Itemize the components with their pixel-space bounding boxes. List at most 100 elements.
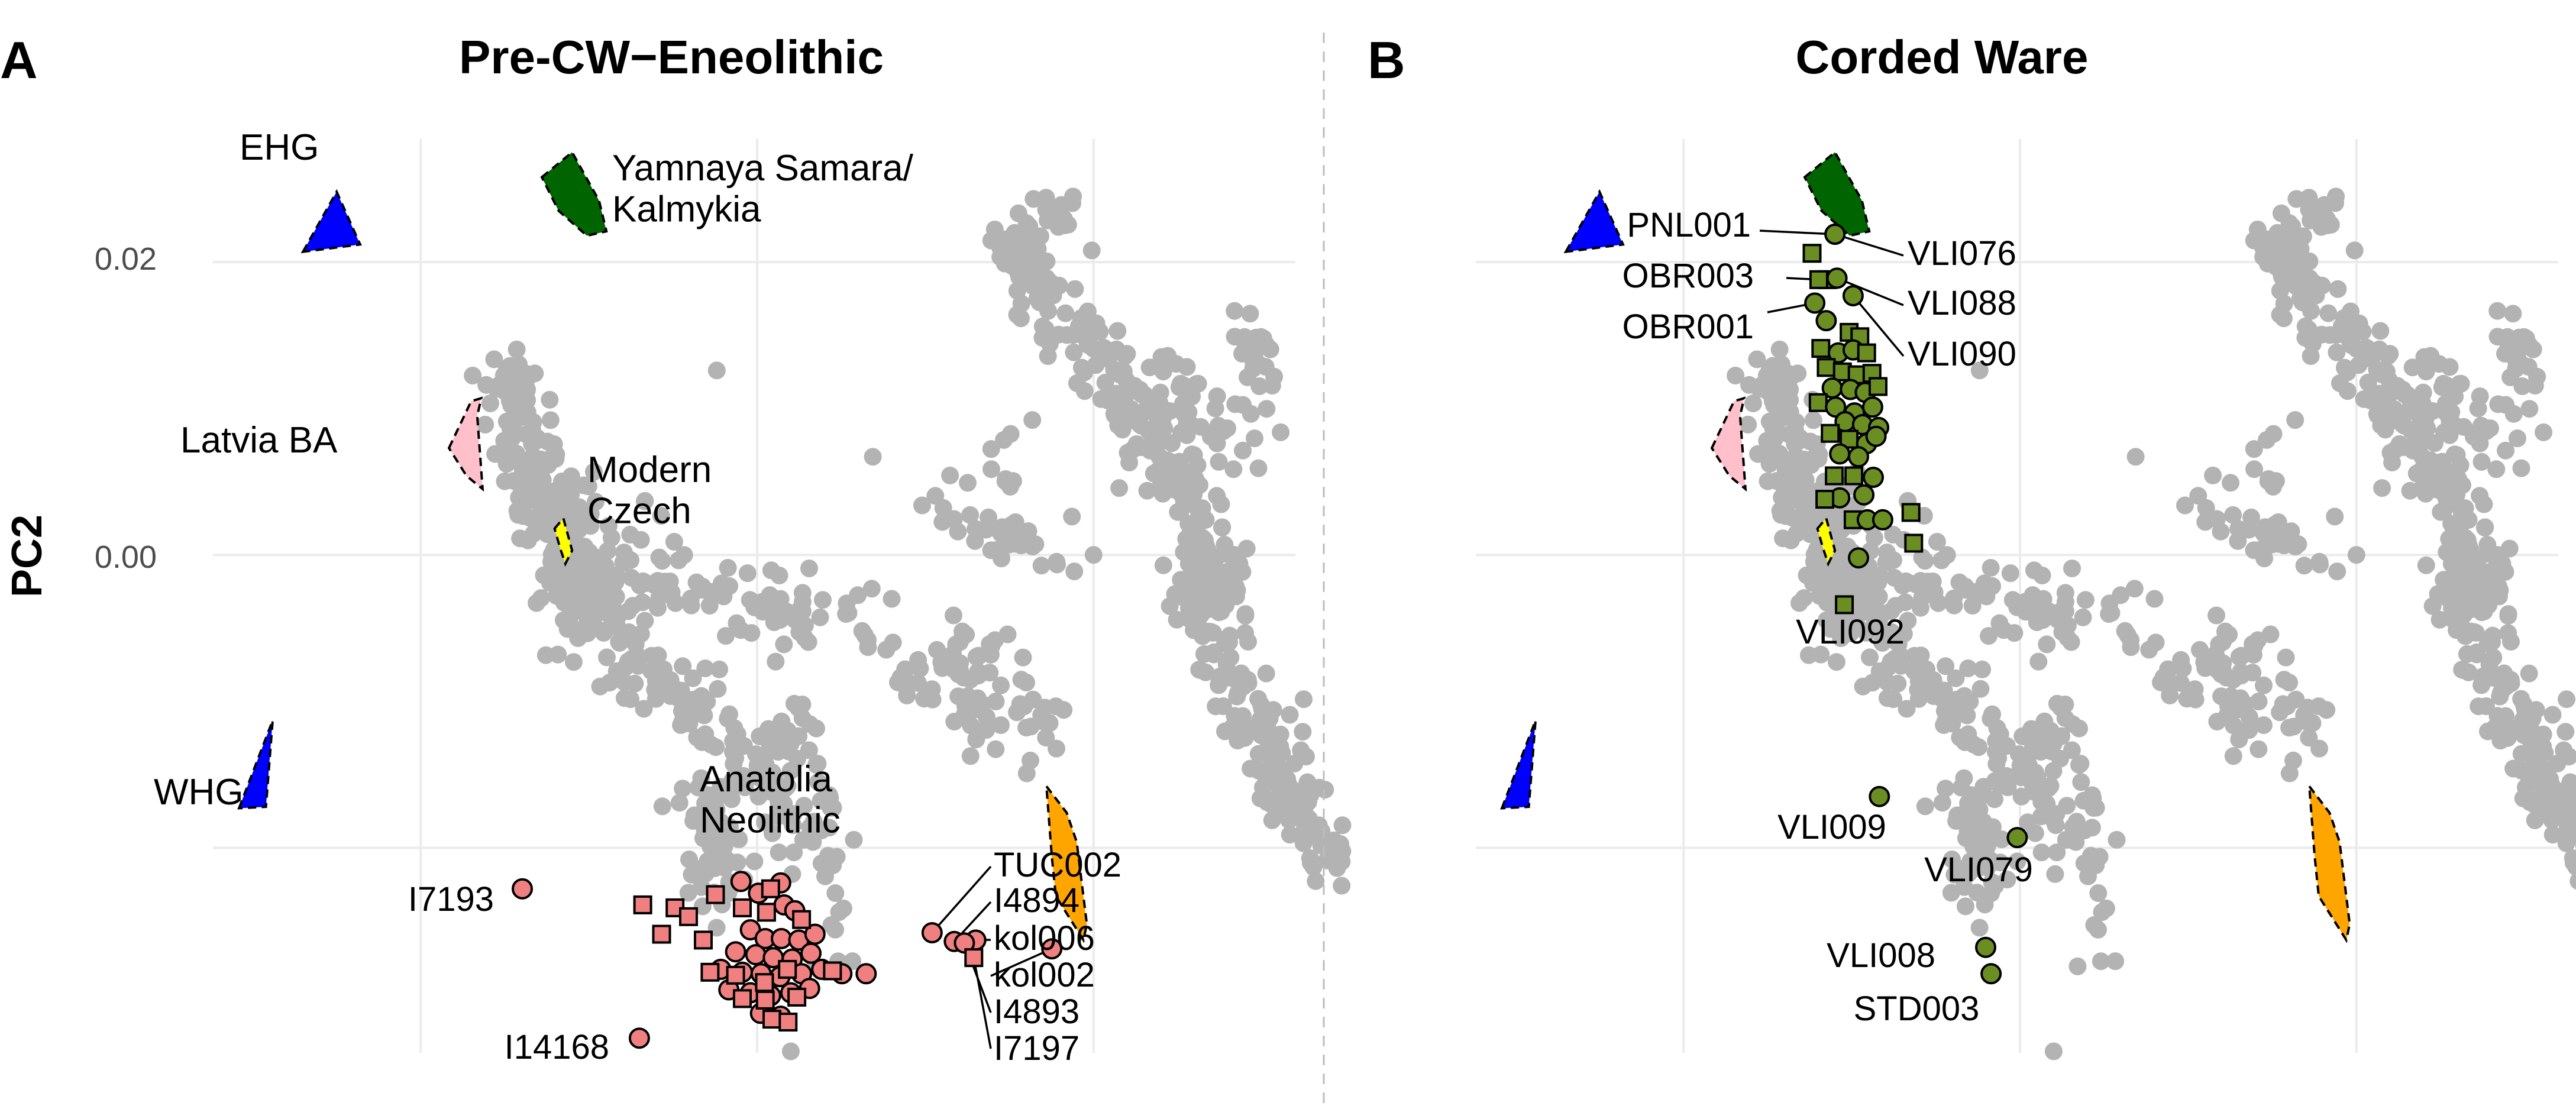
panel-a-reference-point <box>1258 400 1275 418</box>
panel-a-reference-point <box>1110 479 1128 497</box>
panel-a-reference-point <box>518 380 536 398</box>
panel-b-reference-point <box>2005 624 2023 642</box>
panel-b-reference-point <box>2316 196 2333 214</box>
panel-b-reference-point <box>2310 553 2328 571</box>
panel-b-reference-point <box>2497 678 2514 696</box>
panel-a-reference-point <box>1258 665 1275 683</box>
panel-b-reference-point <box>1798 567 1816 584</box>
panel-a-sample-point <box>772 929 791 948</box>
panel-b-reference-point <box>2225 747 2242 765</box>
panel-b-reference-point <box>2477 697 2495 715</box>
panel-a-reference-point <box>1103 393 1120 411</box>
panel-a-reference-point <box>1048 740 1065 758</box>
panel-b-sample-point <box>1818 359 1834 376</box>
panel-b-reference-point <box>1761 413 1779 431</box>
panel-b-reference-point <box>1790 594 1808 612</box>
panel-b-reference-point <box>2475 496 2493 513</box>
panel-a-reference-point <box>949 687 967 705</box>
panel-b-reference-point <box>2297 318 2315 335</box>
panel-a-reference-point <box>1178 358 1196 376</box>
panel-b-reference-point <box>1961 816 1979 833</box>
panel-b-reference-point <box>2002 564 2019 582</box>
panel-a-sample-point <box>726 942 745 961</box>
panel-b-reference-point <box>1727 367 1744 384</box>
panel-b-reference-point <box>2371 322 2389 340</box>
panel-a-reference-point <box>1294 723 1311 741</box>
panel-a-reference-point <box>719 559 737 577</box>
panel-b-reference-point <box>2026 825 2044 842</box>
panel-b-reference-point <box>2287 691 2304 709</box>
panel-b-reference-point <box>2051 750 2069 768</box>
panel-a-reference-point <box>1263 377 1281 395</box>
panel-b-reference-point <box>2270 513 2287 531</box>
panel-a-reference-point <box>643 647 661 665</box>
panel-b-sample-point <box>1863 397 1882 416</box>
panel-a-sample-tuc002 <box>923 923 942 942</box>
panel-a-reference-point <box>1194 628 1211 645</box>
panel-a-reference-point <box>709 680 726 698</box>
panel-a-reference-point <box>541 391 558 409</box>
panel-b-reference-point <box>2459 531 2477 549</box>
panel-b-sample-point <box>1867 427 1886 446</box>
panel-b-label-vli009: VLI009 <box>1777 808 1886 846</box>
panel-a-reference-point <box>1172 571 1190 589</box>
panel-a-reference-point <box>1281 706 1299 724</box>
panel-b-sample-obr003 <box>1811 271 1827 288</box>
panel-b-sample-point <box>1873 510 1892 529</box>
panel-b-label-vli079: VLI079 <box>1924 851 2033 889</box>
panel-b-reference-point <box>2207 607 2225 625</box>
panel-a-reference-point <box>1053 196 1071 214</box>
panel-a-reference-point <box>1034 318 1052 335</box>
y-tick-label-0-00: 0.00 <box>95 539 157 575</box>
panel-b-reference-point <box>2461 578 2479 596</box>
panel-b-sample-point <box>1817 491 1833 507</box>
panel-a-region-label-latvia-ba: Latvia BA <box>180 420 338 461</box>
panel-a-reference-point <box>688 574 706 591</box>
panel-a-reference-point <box>1051 277 1068 295</box>
panel-a-reference-point <box>505 472 523 490</box>
panel-a-sample-point <box>702 964 718 981</box>
panel-a-reference-point <box>564 619 581 637</box>
panel-a-reference-point <box>729 853 746 871</box>
panel-a-reference-point <box>623 650 641 668</box>
panel-b-reference-point <box>2072 773 2090 791</box>
panel-a-sample-points <box>513 872 1061 1047</box>
panel-b-reference-point <box>2176 497 2194 515</box>
panel-a-reference-point <box>537 646 555 664</box>
panel-b-region-anatolia-neolithic <box>2309 786 2349 940</box>
panel-b-leader-vli076 <box>1835 234 1903 256</box>
panel-a-reference-point <box>928 641 946 659</box>
panel-b-reference-point <box>1781 380 1799 398</box>
panel-a-reference-point <box>485 351 503 368</box>
panel-a-reference-point <box>1212 496 1230 513</box>
panel-a-reference-point <box>535 567 553 584</box>
panel-a-reference-point <box>710 661 728 678</box>
panel-b-sample-vli088 <box>1828 269 1847 287</box>
panel-a-reference-point <box>1022 717 1040 735</box>
panel-a-reference-point <box>1083 241 1101 259</box>
panel-b-reference-point <box>2476 518 2494 536</box>
panel-a-reference-point <box>1033 557 1051 574</box>
panel-a-reference-point <box>1007 513 1024 531</box>
panel-b-reference-point <box>1878 673 1896 691</box>
panel-b-reference-point <box>2275 309 2293 327</box>
panel-b-reference-point <box>2441 415 2459 432</box>
panel-b-reference-point <box>2250 693 2268 710</box>
panel-b-reference-point <box>2481 419 2499 437</box>
panel-a-reference-point <box>508 341 526 358</box>
panel-b-sample-vli092 <box>1836 596 1853 613</box>
panel-a-reference-point <box>892 668 910 686</box>
panel-a-sample-point <box>824 962 841 979</box>
panel-b-reference-point <box>2046 865 2064 883</box>
panel-b-reference-point <box>2249 741 2267 758</box>
panel-a-label-tuc002: TUC002 <box>994 846 1121 884</box>
panel-b-reference-point <box>1940 694 1958 712</box>
panel-b-reference-point <box>1748 351 1766 368</box>
panel-a-reference-point <box>1246 429 1263 447</box>
panel-a-reference-point <box>945 607 962 625</box>
panel-b-reference-point <box>2373 366 2391 383</box>
panel-a-reference-point <box>1290 809 1308 827</box>
panel-a-label-kol006: kol006 <box>994 919 1095 958</box>
panel-a-reference-point <box>719 710 736 728</box>
